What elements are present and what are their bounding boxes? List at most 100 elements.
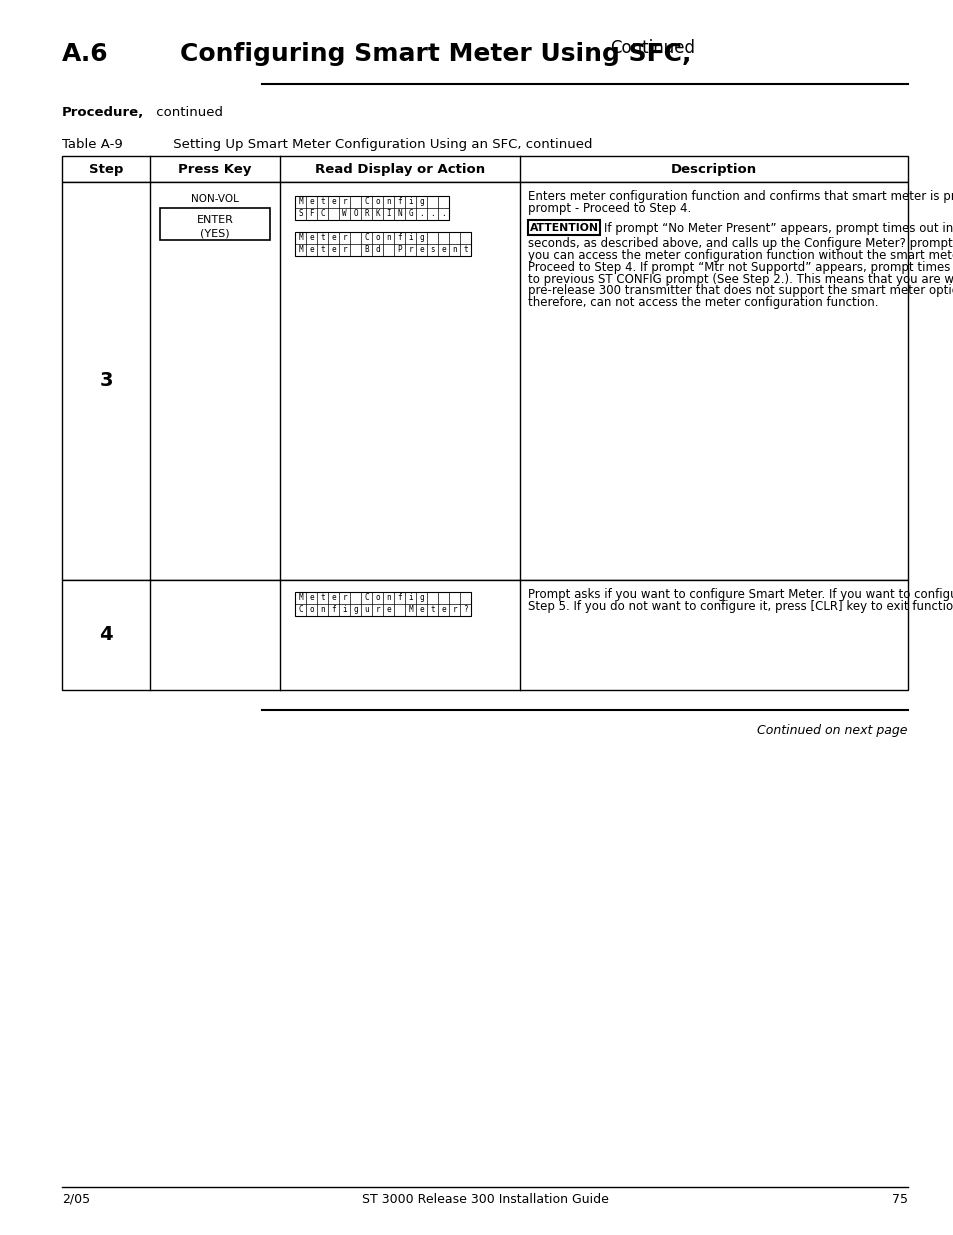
Text: R: R [364, 210, 369, 219]
Text: o: o [375, 233, 379, 242]
Bar [294, 232, 471, 256]
Text: u: u [364, 605, 369, 615]
Text: N: N [396, 210, 401, 219]
Text: t: t [320, 594, 324, 603]
Bar [294, 592, 471, 616]
Text: NON-VOL: NON-VOL [191, 194, 238, 204]
Text: C: C [364, 594, 369, 603]
Text: i: i [408, 594, 413, 603]
Text: I: I [386, 210, 391, 219]
Text: M: M [298, 594, 302, 603]
Text: e: e [309, 233, 314, 242]
Text: r: r [342, 246, 347, 254]
Text: t: t [463, 246, 467, 254]
Text: .: . [430, 210, 435, 219]
Text: n: n [386, 594, 391, 603]
Text: C: C [364, 198, 369, 206]
Text: e: e [331, 594, 335, 603]
Text: therefore, can not access the meter configuration function.: therefore, can not access the meter conf… [527, 296, 878, 309]
Text: t: t [320, 246, 324, 254]
Text: o: o [375, 198, 379, 206]
Text: f: f [396, 198, 401, 206]
Text: O: O [353, 210, 357, 219]
Text: r: r [342, 198, 347, 206]
Text: (YES): (YES) [200, 228, 230, 238]
Text: M: M [408, 605, 413, 615]
Text: Description: Description [670, 163, 757, 175]
Text: e: e [309, 594, 314, 603]
Text: pre-release 300 transmitter that does not support the smart meter option and,: pre-release 300 transmitter that does no… [527, 284, 953, 298]
Text: to previous ST CONFIG prompt (See Step 2.). This means that you are working with: to previous ST CONFIG prompt (See Step 2… [527, 273, 953, 285]
Text: 4: 4 [99, 625, 112, 645]
Text: Continued on next page: Continued on next page [757, 724, 907, 737]
Text: C: C [320, 210, 324, 219]
Text: e: e [386, 605, 391, 615]
Text: If prompt “No Meter Present” appears, prompt times out in a few: If prompt “No Meter Present” appears, pr… [603, 222, 953, 236]
Text: i: i [408, 233, 413, 242]
Text: Step: Step [89, 163, 123, 175]
Text: i: i [408, 198, 413, 206]
Text: P: P [396, 246, 401, 254]
Text: g: g [353, 605, 357, 615]
Text: A.6: A.6 [62, 42, 109, 65]
Text: o: o [309, 605, 314, 615]
Text: M: M [298, 233, 302, 242]
Text: e: e [309, 246, 314, 254]
Bar [62, 580, 907, 690]
Text: ATTENTION: ATTENTION [529, 224, 598, 233]
Text: f: f [396, 233, 401, 242]
Text: W: W [342, 210, 347, 219]
Text: n: n [452, 246, 456, 254]
Text: G: G [408, 210, 413, 219]
Text: r: r [408, 246, 413, 254]
Text: f: f [396, 594, 401, 603]
Bar [62, 156, 907, 182]
Text: M: M [298, 246, 302, 254]
Text: s: s [430, 246, 435, 254]
Text: seconds, as described above, and calls up the Configure Meter? prompt. This mean: seconds, as described above, and calls u… [527, 237, 953, 251]
Text: g: g [418, 594, 423, 603]
Text: e: e [418, 605, 423, 615]
Text: F: F [309, 210, 314, 219]
Text: e: e [418, 246, 423, 254]
Text: B: B [364, 246, 369, 254]
Text: .: . [440, 210, 445, 219]
Bar [62, 182, 907, 580]
Text: Prompt asks if you want to configure Smart Meter. If you want to configure it, g: Prompt asks if you want to configure Sma… [527, 588, 953, 601]
Bar [160, 207, 270, 240]
Text: Read Display or Action: Read Display or Action [314, 163, 484, 175]
Text: f: f [331, 605, 335, 615]
Text: ENTER: ENTER [196, 215, 233, 225]
Text: Step 5. If you do not want to configure it, press [CLR] key to exit function.: Step 5. If you do not want to configure … [527, 600, 953, 613]
Text: n: n [386, 233, 391, 242]
Text: M: M [298, 198, 302, 206]
Text: r: r [342, 594, 347, 603]
Text: Enters meter configuration function and confirms that smart meter is present. Ti: Enters meter configuration function and … [527, 190, 953, 203]
Text: prompt - Proceed to Step 4.: prompt - Proceed to Step 4. [527, 201, 691, 215]
Text: o: o [375, 594, 379, 603]
Text: r: r [375, 605, 379, 615]
Bar [294, 196, 449, 220]
Text: g: g [418, 198, 423, 206]
Text: Continued: Continued [609, 40, 695, 57]
Text: C: C [298, 605, 302, 615]
Text: d: d [375, 246, 379, 254]
Text: Setting Up Smart Meter Configuration Using an SFC, continued: Setting Up Smart Meter Configuration Usi… [152, 138, 592, 151]
Text: Configuring Smart Meter Using SFC,: Configuring Smart Meter Using SFC, [180, 42, 691, 65]
Text: n: n [386, 198, 391, 206]
Text: t: t [320, 198, 324, 206]
Text: e: e [331, 246, 335, 254]
Text: .: . [418, 210, 423, 219]
Text: 2/05: 2/05 [62, 1193, 90, 1207]
Text: you can access the meter configuration function without the smart meter installe: you can access the meter configuration f… [527, 249, 953, 262]
Text: continued: continued [152, 106, 223, 119]
Text: Procedure,: Procedure, [62, 106, 144, 119]
Text: e: e [331, 233, 335, 242]
Text: Press Key: Press Key [178, 163, 252, 175]
Text: i: i [342, 605, 347, 615]
Text: e: e [440, 246, 445, 254]
Text: ST 3000 Release 300 Installation Guide: ST 3000 Release 300 Installation Guide [361, 1193, 608, 1207]
Text: S: S [298, 210, 302, 219]
Text: 75: 75 [891, 1193, 907, 1207]
Text: 3: 3 [99, 372, 112, 390]
